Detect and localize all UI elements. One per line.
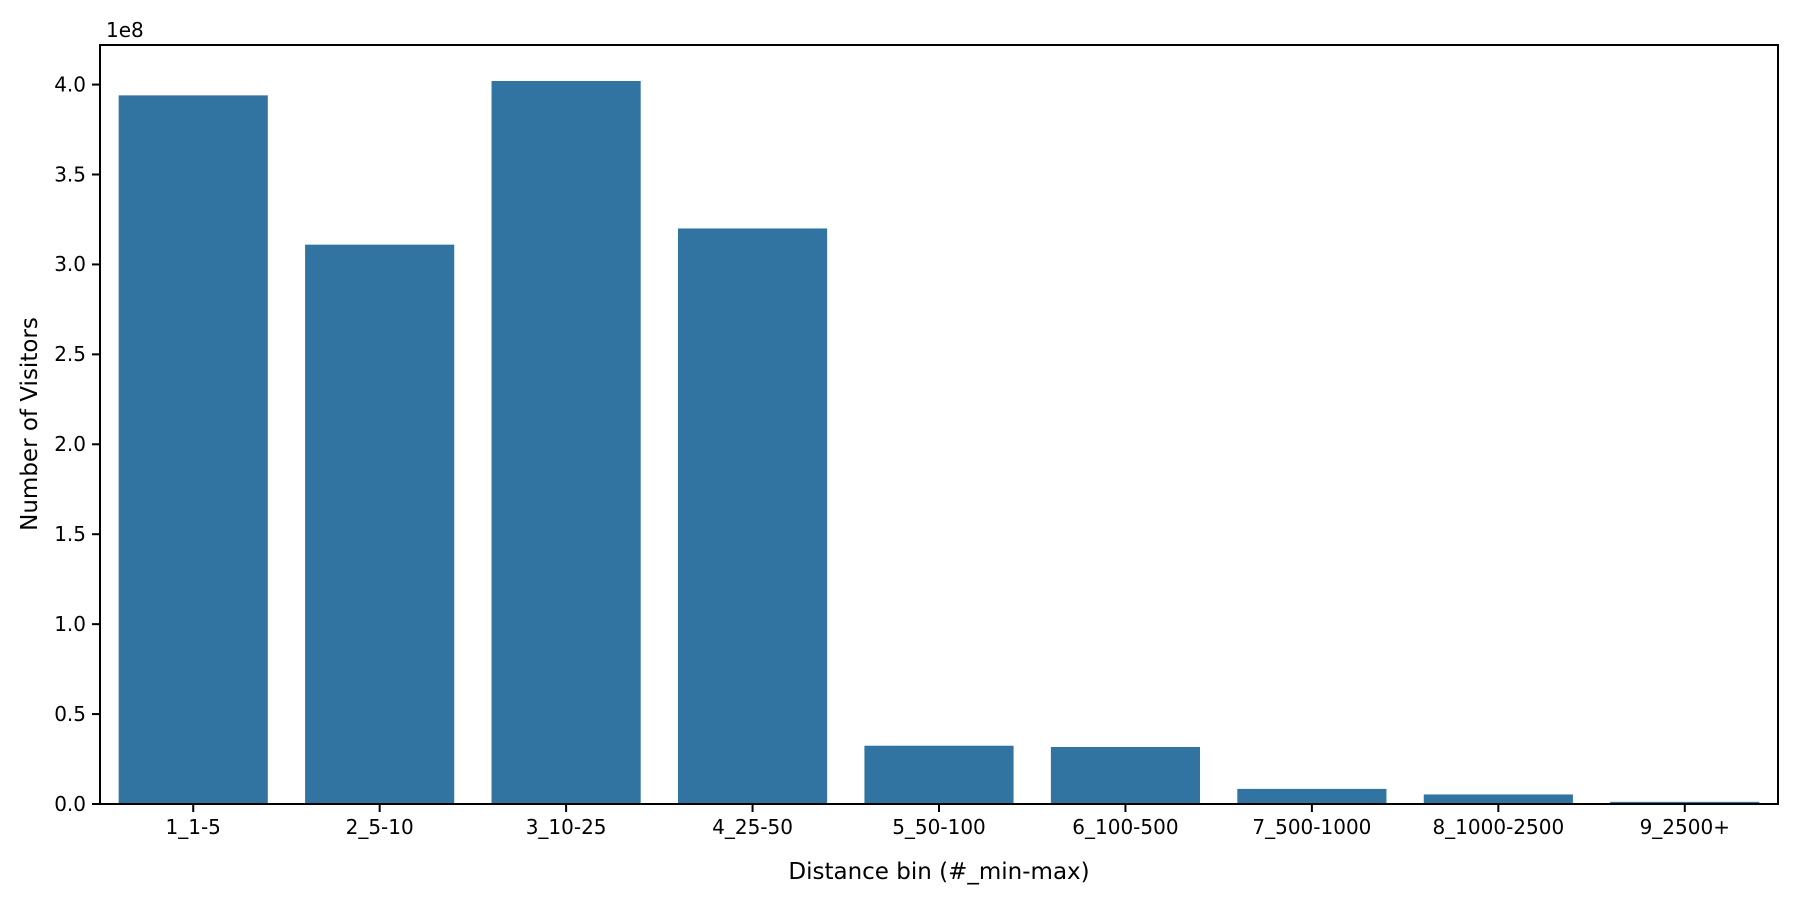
x-tick-label: 4_25-50 [712, 815, 793, 839]
bar-8_1000-2500 [1423, 794, 1573, 804]
x-tick-label: 1_1-5 [166, 815, 221, 839]
bar-9_2500+ [1610, 801, 1760, 804]
y-tick-label: 0.0 [54, 792, 86, 816]
x-tick-label: 7_500-1000 [1252, 815, 1371, 839]
y-tick-label: 1.5 [54, 522, 86, 546]
bar-4_25-50 [677, 228, 828, 805]
x-tick-label: 6_100-500 [1072, 815, 1178, 839]
y-tick-label: 3.5 [54, 162, 86, 186]
y-tick-label: 4.0 [54, 72, 86, 96]
y-tick-label: 3.0 [54, 252, 86, 276]
x-tick-label: 5_50-100 [892, 815, 986, 839]
y-axis-label: Number of Visitors [17, 317, 43, 531]
y-axis-offset-text: 1e8 [106, 18, 144, 42]
bar-7_500-1000 [1237, 788, 1387, 804]
bar-6_100-500 [1050, 746, 1201, 804]
y-tick-label: 0.5 [54, 702, 86, 726]
bar-5_50-100 [864, 745, 1014, 804]
x-tick-label: 8_1000-2500 [1432, 815, 1564, 839]
x-tick-label: 9_2500+ [1640, 815, 1730, 839]
bar-2_5-10 [305, 244, 455, 804]
x-tick-label: 3_10-25 [526, 815, 607, 839]
y-tick-label: 1.0 [54, 612, 86, 636]
y-tick-label: 2.5 [54, 342, 86, 366]
y-tick-label: 2.0 [54, 432, 86, 456]
x-tick-label: 2_5-10 [346, 815, 414, 839]
bar-3_10-25 [491, 80, 641, 805]
x-axis-label: Distance bin (#_min-max) [788, 859, 1090, 885]
bar-1_1-5 [118, 95, 268, 805]
